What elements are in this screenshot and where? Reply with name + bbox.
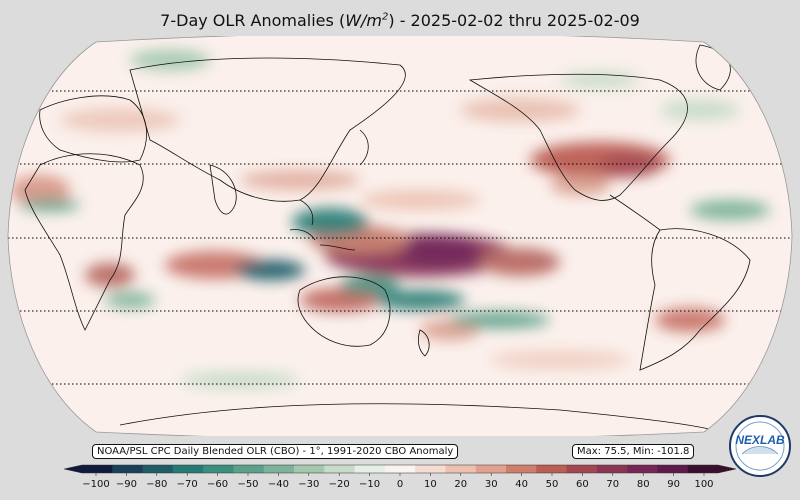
coastlines <box>24 44 751 433</box>
colorbar-cells <box>63 464 737 474</box>
colorbar-tick-label: −40 <box>268 479 289 490</box>
colorbar-tick-label: 60 <box>576 479 589 490</box>
colorbar-tick-label: 100 <box>694 479 713 490</box>
colorbar-tick-label: −90 <box>116 479 137 490</box>
nexlab-logo: NEXLAB <box>729 415 791 477</box>
colorbar-cell <box>82 465 113 473</box>
colorbar-tick-label: 90 <box>667 479 680 490</box>
colorbar-cell <box>687 465 719 473</box>
colorbar-cell <box>506 465 537 473</box>
latitude-lines <box>8 90 792 385</box>
colorbar-cell <box>384 465 416 473</box>
colorbar: −100 −90 −80 −70 −60 −50 −40 −30 −20 −10 0 10 20 30 40… <box>63 464 737 490</box>
colorbar-tick-label: −30 <box>298 479 319 490</box>
colorbar-cell <box>324 465 356 473</box>
logo-text: NEXLAB <box>735 433 785 447</box>
colorbar-tick-label: −60 <box>207 479 228 490</box>
map-title: 7-Day OLR Anomalies (W/m2) - 2025-02-02 … <box>0 11 800 30</box>
colorbar-extend-low <box>64 465 82 473</box>
colorbar-ticks: −100 −90 −80 −70 −60 −50 −40 −30 −20 −10 0 10 20 30 40… <box>82 473 714 490</box>
colorbar-cell <box>566 465 598 473</box>
colorbar-cell <box>475 465 507 473</box>
max-min-stats: Max: 75.5, Min: -101.8 <box>572 444 695 459</box>
colorbar-cell <box>657 465 689 473</box>
colorbar-cell <box>112 465 144 473</box>
colorbar-cell <box>445 465 477 473</box>
colorbar-cell <box>415 465 446 473</box>
colorbar-cell <box>294 465 325 473</box>
colorbar-cell <box>203 465 234 473</box>
colorbar-tick-label: 0 <box>397 479 403 490</box>
title-unit: W/m2 <box>345 11 389 30</box>
colorbar-outline <box>63 464 737 474</box>
colorbar-tick-label: 40 <box>515 479 528 490</box>
colorbar-tick-label: −50 <box>237 479 258 490</box>
colorbar-tick-label: −100 <box>82 479 109 490</box>
colorbar-tick-label: 50 <box>546 479 559 490</box>
colorbar-tick-label: −80 <box>146 479 167 490</box>
colorbar-extend-high <box>718 465 736 473</box>
colorbar-tick-label: −20 <box>329 479 350 490</box>
olr-anomaly-map <box>7 36 793 436</box>
colorbar-cell <box>354 465 386 473</box>
colorbar-tick-label: 80 <box>637 479 650 490</box>
colorbar-cell <box>172 465 204 473</box>
anomaly-field <box>8 36 792 436</box>
colorbar-tick-label: 30 <box>485 479 498 490</box>
colorbar-cell <box>627 465 658 473</box>
colorbar-tick-label: −70 <box>177 479 198 490</box>
title-suffix: ) - 2025-02-02 thru 2025-02-09 <box>388 11 640 30</box>
colorbar-cell <box>142 465 174 473</box>
colorbar-cell <box>233 465 265 473</box>
colorbar-tick-label: −10 <box>359 479 380 490</box>
colorbar-tick-label: 10 <box>424 479 437 490</box>
title-prefix: 7-Day OLR Anomalies ( <box>160 11 346 30</box>
colorbar-tick-label: 20 <box>454 479 467 490</box>
data-source-label: NOAA/PSL CPC Daily Blended OLR (CBO) - 1… <box>92 444 459 459</box>
colorbar-tick-label: 70 <box>606 479 619 490</box>
colorbar-cell <box>596 465 628 473</box>
colorbar-cell <box>536 465 568 473</box>
colorbar-cell <box>263 465 295 473</box>
